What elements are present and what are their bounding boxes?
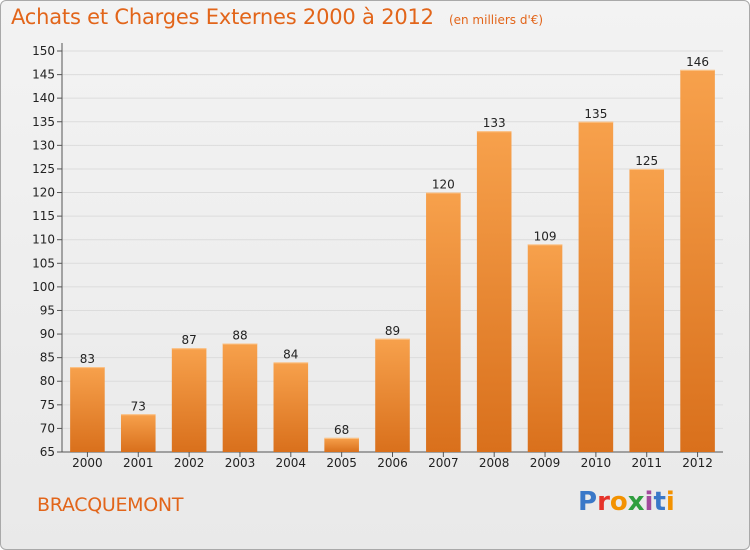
y-tick-label: 130 (32, 138, 55, 152)
data-label: 135 (584, 107, 607, 121)
bar (273, 362, 309, 452)
x-tick-label: 2011 (631, 456, 662, 470)
bar (375, 338, 410, 452)
x-tick-label: 2010 (581, 456, 612, 470)
x-tick-label: 2008 (479, 456, 510, 470)
y-tick-label: 135 (32, 115, 55, 129)
bar (629, 168, 665, 453)
y-tick-label: 80 (40, 374, 55, 388)
x-tick-label: 2003 (225, 456, 256, 470)
bar (426, 192, 461, 452)
y-tick-label: 95 (40, 303, 55, 317)
commune-name: BRACQUEMONT (37, 494, 184, 516)
bar (120, 414, 156, 452)
y-tick-label: 110 (32, 233, 55, 247)
x-tick-label: 2004 (276, 456, 307, 470)
data-label: 88 (232, 328, 247, 342)
y-tick-label: 85 (40, 351, 55, 365)
x-tick-label: 2005 (326, 456, 357, 470)
y-tick-label: 65 (40, 445, 55, 459)
bar (527, 244, 563, 452)
x-tick-label: 2002 (174, 456, 205, 470)
data-label: 73 (131, 399, 146, 413)
x-tick-label: 2000 (72, 456, 103, 470)
y-tick-label: 145 (32, 68, 55, 82)
bar (324, 437, 359, 452)
x-tick-label: 2001 (123, 456, 154, 470)
y-tick-label: 115 (32, 209, 55, 223)
y-tick-label: 140 (32, 91, 55, 105)
bar (476, 131, 512, 452)
data-label: 87 (181, 333, 196, 347)
x-tick-label: 2007 (428, 456, 459, 470)
y-tick-label: 75 (40, 398, 55, 412)
data-label: 89 (385, 324, 400, 338)
chart-title: Achats et Charges Externes 2000 à 2012 (11, 5, 434, 29)
data-label: 120 (432, 178, 455, 192)
data-label: 83 (80, 352, 95, 366)
bar (680, 69, 715, 452)
y-tick-label: 70 (40, 421, 55, 435)
chart-header: Achats et Charges Externes 2000 à 2012 (… (11, 5, 543, 29)
y-tick-label: 150 (32, 44, 55, 58)
proxiti-logo: Proxiti (578, 487, 675, 517)
bar (171, 348, 207, 452)
data-label: 133 (483, 116, 506, 130)
bar (222, 343, 258, 452)
data-label: 125 (635, 154, 658, 168)
data-label: 84 (283, 347, 298, 361)
labels: 65 70 75 80 85 90 95 100 105 110 115 120 125 130 135 14… (32, 44, 713, 470)
data-label: 68 (334, 423, 349, 437)
y-tick-label: 120 (32, 186, 55, 200)
x-tick-label: 2012 (682, 456, 713, 470)
y-tick-label: 90 (40, 327, 55, 341)
data-label: 146 (686, 55, 709, 69)
y-tick-label: 125 (32, 162, 55, 176)
y-tick-label: 100 (32, 280, 55, 294)
x-tick-label: 2006 (377, 456, 408, 470)
y-tick-label: 105 (32, 256, 55, 270)
bars (70, 69, 715, 453)
x-tick-label: 2009 (530, 456, 561, 470)
chart-subtitle: (en milliers d'€) (448, 13, 544, 27)
bar (70, 367, 105, 452)
data-label: 109 (534, 229, 557, 243)
bar (578, 121, 614, 452)
